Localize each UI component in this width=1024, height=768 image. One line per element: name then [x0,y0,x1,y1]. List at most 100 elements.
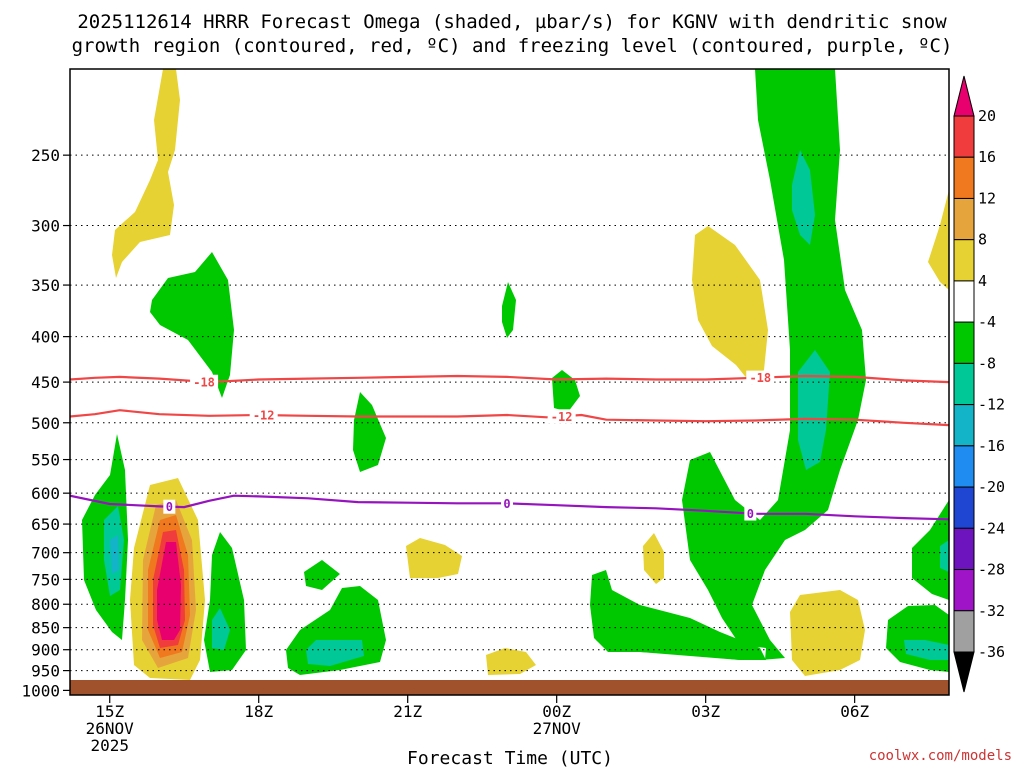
omega-green-lower-mid-a [304,560,340,590]
colorbar-swatch [953,445,975,488]
freezing-level-label-bg [163,499,176,514]
omega-cyan-left-column [110,535,119,574]
colorbar-swatch [953,156,975,199]
y-tick-label: 850 [31,619,60,638]
freezing-level-label: 0 [503,497,510,511]
omega-yellow-mid-low [486,648,536,675]
omega-teal-right-column-upper [792,150,815,245]
omega-teal-right-edge [940,540,949,572]
colorbar-swatch [953,569,975,612]
x-tick-label: 27NOV [533,719,582,738]
omega-ascent-core-20 [157,542,181,640]
dgz-minus18-label-bg [190,374,219,389]
omega-yellow-small [643,533,664,584]
chart-title-line-2: growth region (contoured, red, ºC) and f… [72,35,953,57]
colorbar-label: 4 [978,272,987,290]
chart-title-line-1: 2025112614 HRRR Forecast Omega (shaded, … [77,11,947,33]
omega-green-mid-550 [353,392,386,472]
y-tick-label: 250 [31,146,60,165]
colorbar-swatch [953,527,975,571]
x-tick-label: 18Z [244,702,273,721]
colorbar-label: -12 [978,396,1005,414]
y-axis: 250 300 350 400 450 500 550 600 650 700 750 800 850 9… [21,146,70,700]
colorbar-label: -32 [978,602,1005,620]
dgz-minus12-line [70,409,949,427]
dgz-minus18-label-bg [746,370,775,385]
y-tick-label: 950 [31,662,60,681]
omega-teal-right-column [798,350,830,470]
y-tick-label: 450 [31,373,60,392]
omega-green-upper-left [150,252,234,398]
y-tick-label: 300 [31,217,60,236]
dgz-minus18-label: -18 [193,375,215,389]
colorbar-label: -28 [978,561,1005,579]
omega-yellow-far-right [928,190,949,290]
colorbar-swatch [953,239,975,282]
contour-lines: -18 -18 -12 -12 0 0 0 [70,370,949,521]
omega-green-right-lower [590,570,766,660]
colorbar-swatch [953,321,975,364]
y-tick-label: 550 [31,451,60,470]
y-tick-label: 600 [31,484,60,503]
y-tick-label: 500 [31,414,60,433]
y-tick-label: 750 [31,570,60,589]
colorbar-swatch [953,115,975,158]
omega-shading [82,69,949,680]
freezing-level-label: 0 [166,500,173,514]
colorbar-top-triangle [953,75,975,117]
freezing-level-label-bg [501,496,514,511]
credit-text: coolwx.com/models [869,748,1012,764]
colorbar-swatch [953,404,975,447]
colorbar-bottom-triangle [953,651,975,693]
y-tick-label: 400 [31,328,60,347]
colorbar-label: 12 [978,189,996,207]
x-tick-label: 06Z [840,702,869,721]
x-tick-label: 2025 [90,736,129,755]
freezing-level-line [70,494,949,521]
x-tick-label: 21Z [393,702,422,721]
omega-green-lower-right [886,605,949,672]
omega-teal-lower-left [212,608,230,650]
y-tick-label: 650 [31,515,60,534]
dgz-minus12-label: -12 [551,410,573,424]
y-tick-label: 350 [31,276,60,295]
colorbar-label: -24 [978,519,1005,537]
omega-teal-lower-mid [306,640,364,666]
omega-yellow-upper-left [112,69,180,278]
colorbar-label: -16 [978,437,1005,455]
x-tick-label: 15Z [95,702,124,721]
colorbar-swatch [953,362,975,406]
colorbar-swatch [953,610,975,653]
x-tick-label: 00Z [542,702,571,721]
dgz-minus18-line [70,374,949,384]
dgz-minus12-label-bg [547,409,576,424]
colorbar-swatch [953,197,975,241]
colorbar-label: -8 [978,354,996,372]
dgz-minus12-label: -12 [253,409,275,423]
y-tick-label: 700 [31,544,60,563]
freezing-level-label: 0 [747,507,754,521]
colorbar-swatch [953,280,975,323]
colorbar-label: -36 [978,643,1005,661]
omega-teal-lower-right [904,640,949,660]
omega-green-right-column [594,69,866,660]
x-tick-label: 26NOV [86,719,135,738]
grid-lines [70,154,949,691]
dgz-minus18-label: -18 [749,371,771,385]
dgz-minus12-label-bg [249,408,278,423]
terrain-below-ground [70,680,949,695]
colorbar-label: -4 [978,313,996,331]
y-tick-label: 800 [31,595,60,614]
colorbar-label: 16 [978,148,996,166]
colorbar-label: -20 [978,478,1005,496]
omega-green-mid-upper [502,282,516,338]
freezing-level-label-bg [744,506,757,521]
omega-green-mid-500 [552,370,580,412]
omega-green-right-edge [912,500,949,600]
colorbar-swatch [953,486,975,529]
omega-yellow-mid [406,538,462,578]
colorbar: 20 16 12 8 4 -4 -8 -12 -16 -20 -24 -28 -32 -36 [953,75,1005,693]
y-tick-label: 900 [31,641,60,660]
